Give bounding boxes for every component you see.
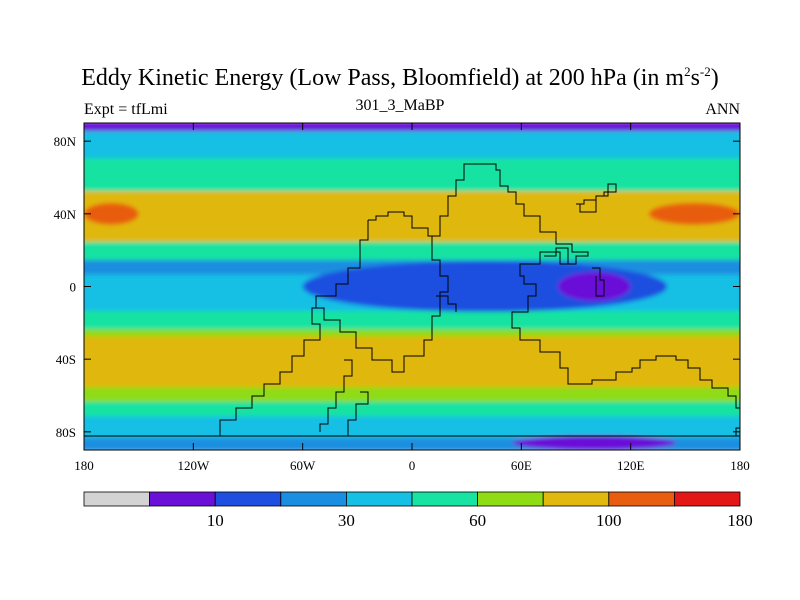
band-9	[84, 336, 740, 390]
colorbar-label-2: 60	[469, 511, 486, 530]
colorbar-swatch-8	[608, 491, 675, 507]
title-mid: s	[690, 65, 700, 91]
y-tick-label-2: 0	[70, 280, 77, 295]
coastline-6	[576, 183, 617, 213]
colorbar-swatch-2	[214, 491, 282, 507]
band-10	[84, 387, 740, 404]
title-superscript-2: -2	[699, 64, 711, 79]
chart-subtitle: 301_3_MaBP	[355, 97, 445, 114]
title-main: Eddy Kinetic Energy (Low Pass, Bloomfiel…	[81, 65, 685, 91]
colorbar-label-1: 30	[338, 511, 355, 530]
coastline-9	[436, 295, 457, 312]
coastline-outline	[84, 163, 740, 437]
band-2	[84, 158, 740, 194]
contour-field	[84, 123, 740, 450]
colorbar-swatch-3	[280, 491, 347, 507]
feature-4	[512, 435, 677, 450]
colorbar-swatch-9	[674, 491, 741, 507]
title-superscript-1: 2	[684, 64, 691, 79]
x-tick-label-4: 60E	[511, 458, 532, 473]
colorbar: 10 30 60 100 180	[83, 491, 753, 530]
coastline-2	[368, 211, 440, 237]
feature-2	[302, 261, 668, 312]
y-tick-label-3: 40S	[56, 352, 76, 367]
y-tick-label-0: 80N	[54, 134, 77, 149]
x-tick-label-6: 180	[730, 458, 750, 473]
band-11	[84, 401, 740, 419]
colorbar-swatch-1	[149, 491, 216, 507]
y-tick-label-1: 40N	[54, 207, 77, 222]
colorbar-label-4: 180	[727, 511, 753, 530]
feature-3	[557, 271, 631, 302]
band-7	[84, 310, 740, 332]
experiment-label: Expt = tfLmi	[84, 101, 168, 118]
x-tick-label-5: 120E	[617, 458, 645, 473]
y-tick-label-4: 80S	[56, 425, 76, 440]
feature-0	[84, 202, 139, 225]
colorbar-swatch-4	[345, 491, 413, 507]
band-12	[84, 416, 740, 441]
feature-1	[648, 202, 740, 225]
chart-title: Eddy Kinetic Energy (Low Pass, Bloomfiel…	[0, 64, 800, 92]
coastline-4	[544, 247, 569, 264]
band-1	[84, 131, 740, 161]
band-4	[84, 241, 740, 263]
x-tick-label-2: 60W	[290, 458, 316, 473]
colorbar-swatch-7	[542, 491, 610, 507]
season-label: ANN	[705, 101, 740, 118]
colorbar-swatch-5	[411, 491, 478, 507]
colorbar-swatch-6	[477, 491, 544, 507]
axis-ticks: 180 120W 60W 0 60E 120E 180 80N 40N 0 40S 80S	[54, 123, 750, 473]
x-tick-label-0: 180	[74, 458, 94, 473]
x-tick-label-1: 120W	[177, 458, 210, 473]
x-tick-label-3: 0	[409, 458, 416, 473]
coastline-0	[480, 163, 740, 437]
colorbar-label-3: 100	[596, 511, 622, 530]
band-8	[84, 329, 740, 339]
coastline-8	[347, 391, 369, 436]
coastline-3	[315, 220, 369, 308]
colorbar-label-0: 10	[207, 511, 224, 530]
coastline-7	[319, 359, 353, 432]
title-close: )	[710, 65, 719, 91]
coastline-5	[592, 267, 605, 297]
colorbar-swatch-0	[83, 491, 150, 507]
